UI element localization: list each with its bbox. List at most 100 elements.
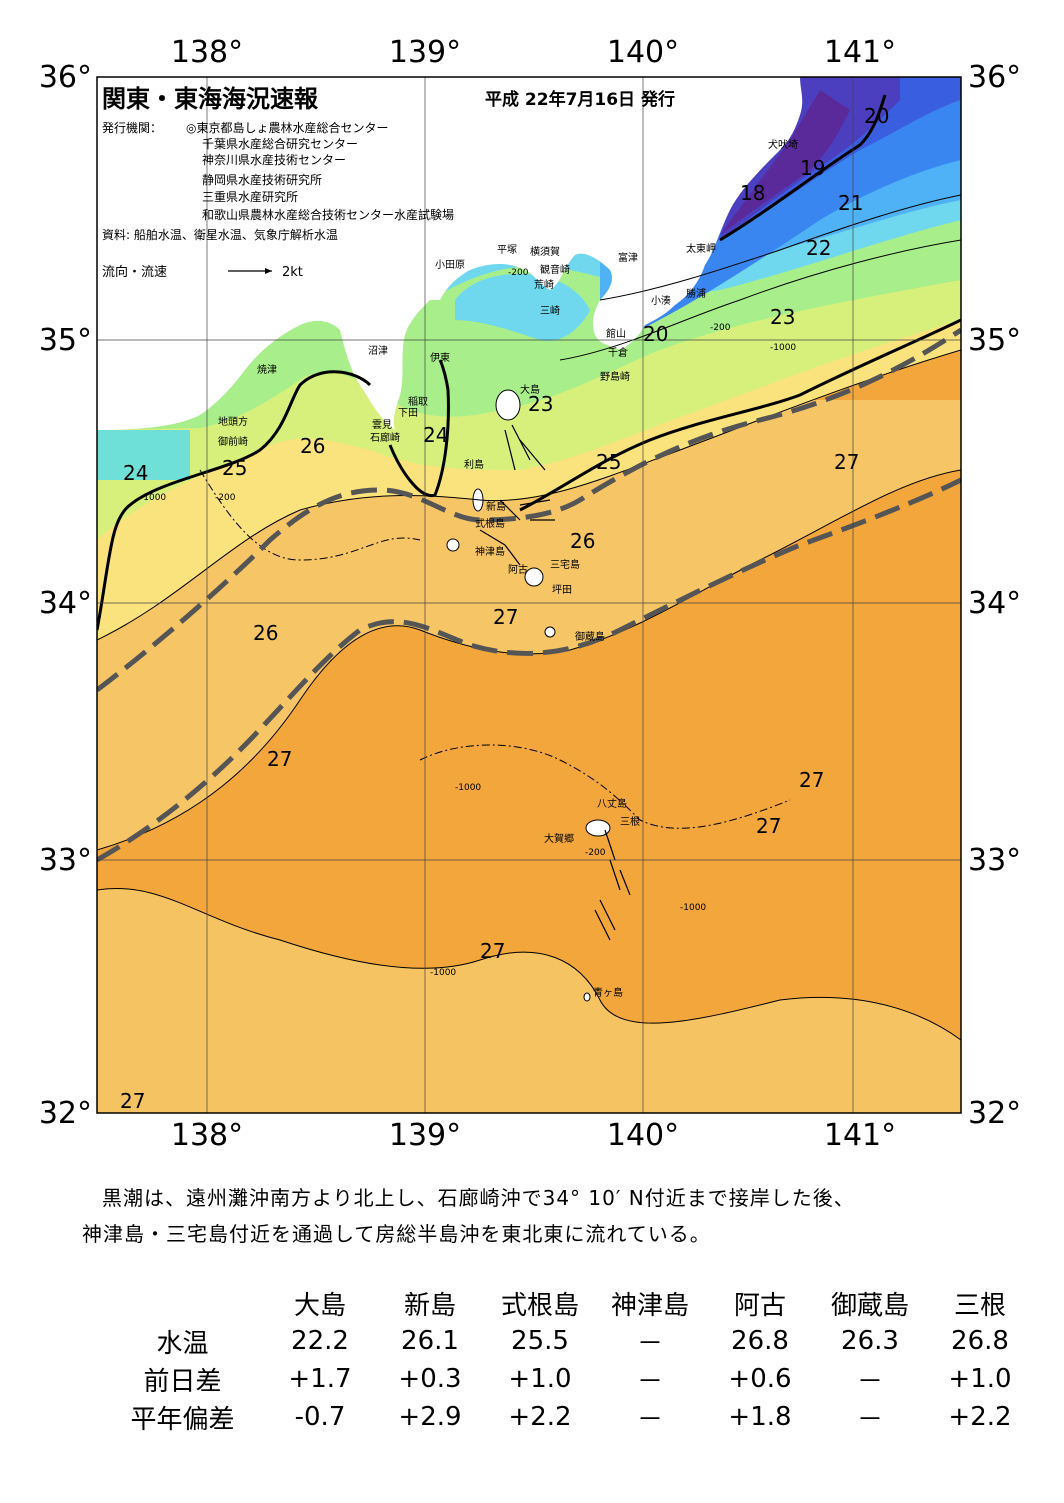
- table-cell: 22.2: [291, 1326, 349, 1356]
- isotherm-label: 25: [222, 456, 247, 480]
- column-header: 式根島: [500, 1290, 579, 1321]
- isotherm-label: 23: [770, 305, 795, 329]
- place-name: 横須賀: [530, 245, 560, 258]
- place-name: 小田原: [435, 259, 465, 271]
- isotherm-label: 27: [756, 814, 781, 838]
- lat-label: 36°: [968, 60, 1021, 95]
- isotherm-label: 27: [493, 605, 518, 629]
- table-header-row: 大島 新島 式根島 神津島 阿古 御蔵島 三根: [100, 1284, 1035, 1322]
- lat-label: 32°: [968, 1096, 1021, 1131]
- lon-label: 138°: [171, 35, 243, 70]
- table-cell: +1.7: [288, 1364, 352, 1394]
- table-cell: －: [856, 1404, 883, 1435]
- place-name: 式根島: [475, 517, 505, 530]
- lon-label: 141°: [824, 35, 896, 70]
- isotherm-label: 23: [528, 392, 553, 416]
- isotherm-label: 26: [253, 621, 278, 645]
- table-cell: -0.7: [294, 1402, 346, 1432]
- place-name: 焼津: [257, 364, 277, 376]
- place-name: 大賀郷: [544, 832, 574, 845]
- flow-legend-value: 2kt: [282, 265, 303, 280]
- table-cell: 26.8: [731, 1326, 789, 1356]
- depth-label: -1000: [455, 783, 481, 793]
- lon-label: 140°: [607, 1118, 679, 1150]
- table-cell: 26.3: [841, 1326, 899, 1356]
- depth-label: -1000: [140, 493, 166, 503]
- place-name: 荒崎: [534, 278, 554, 291]
- place-name: 雲見: [372, 419, 392, 431]
- row-label: 平年偏差: [130, 1404, 235, 1435]
- publisher: ◎東京都島しょ農林水産総合センター: [186, 120, 388, 135]
- land-izu: [97, 77, 430, 430]
- place-name: 三崎: [540, 304, 560, 317]
- place-name: 小湊: [651, 294, 671, 307]
- isotherm-label: 27: [267, 747, 292, 771]
- lat-label: 33°: [968, 843, 1021, 878]
- publisher-label: 発行機関：: [102, 120, 162, 135]
- isotherm-label: 24: [423, 423, 448, 447]
- isotherm-label: 27: [120, 1089, 145, 1113]
- isotherm-label: 19: [800, 156, 825, 180]
- table-cell: －: [636, 1404, 663, 1435]
- island-aogashima: [583, 992, 591, 1002]
- kuroshio-axis-mid: [97, 477, 961, 863]
- isotherm-label: 21: [838, 191, 863, 215]
- lon-label: 139°: [389, 35, 461, 70]
- table-cell: －: [636, 1328, 663, 1359]
- isotherm-label: 20: [864, 104, 889, 128]
- depth-label: -1000: [770, 343, 796, 353]
- depth-label: -200: [710, 323, 731, 333]
- lat-label: 34°: [39, 586, 92, 621]
- place-name: 青ヶ島: [593, 986, 623, 999]
- lon-label: 138°: [171, 1118, 243, 1150]
- place-name: 沼津: [368, 344, 388, 357]
- place-name: 伊東: [430, 351, 450, 364]
- lat-label: 32°: [39, 1096, 92, 1131]
- publisher: 静岡県水産技術研究所: [202, 172, 322, 187]
- column-header: 新島: [403, 1290, 456, 1321]
- place-name: 太東岬: [686, 242, 716, 255]
- island-oshima: [495, 389, 521, 421]
- place-name: 稲取: [408, 396, 428, 408]
- place-name: 新島: [486, 500, 506, 513]
- depth-label: -200: [508, 268, 529, 278]
- current-vectors: [479, 424, 631, 941]
- column-header: 御蔵島: [830, 1290, 909, 1321]
- place-names: 犬吠埼 太東岬 勝浦 小湊 富津 館山 千倉 野島崎 横須賀 観音崎 荒崎 三崎…: [218, 138, 798, 999]
- sea-temperature-map: 138° 139° 140° 141° 138° 139° 140° 141° …: [39, 35, 1021, 1150]
- table-cell: +1.8: [728, 1402, 792, 1432]
- summary-text: 黒潮は、遠州灘沖南方より北上し、石廊崎沖で34° 10′ N付近まで接岸した後、…: [82, 1180, 1002, 1252]
- place-name: 富津: [618, 251, 638, 264]
- land-kanto: [430, 77, 803, 350]
- lat-labels-right: 36° 35° 34° 33° 32°: [968, 60, 1021, 1131]
- place-name: 石廊崎: [370, 431, 400, 444]
- isotherm-label: 20: [643, 322, 668, 346]
- column-header: 大島: [293, 1290, 346, 1321]
- place-name: 野島崎: [600, 370, 630, 383]
- table-cell: 26.8: [951, 1326, 1009, 1356]
- place-name: 勝浦: [686, 287, 706, 300]
- row-label: 前日差: [143, 1366, 222, 1397]
- lon-label: 139°: [389, 1118, 461, 1150]
- publisher: 和歌山県農林水産総合技術センター水産試験場: [202, 207, 454, 222]
- isotherm-label: 24: [123, 461, 148, 485]
- table-cell: －: [856, 1366, 883, 1397]
- column-header: 三根: [953, 1290, 1006, 1321]
- table-cell: +2.9: [398, 1402, 462, 1432]
- place-name: 利島: [464, 458, 484, 471]
- issue-date: 平成 22年7月16日 発行: [485, 89, 675, 110]
- table-cell: +0.6: [728, 1364, 792, 1394]
- lon-labels-top: 138° 139° 140° 141°: [171, 35, 896, 70]
- publisher: 千葉県水産総合研究センター: [202, 136, 358, 151]
- place-name: 三宅島: [550, 558, 580, 571]
- place-name: 神津島: [475, 545, 505, 558]
- table-cell: +0.3: [398, 1364, 462, 1394]
- table-cell: +2.2: [508, 1402, 572, 1432]
- table-cell: 26.1: [401, 1326, 459, 1356]
- table-cell: +1.0: [508, 1364, 572, 1394]
- publisher: 神奈川県水産技術センター: [202, 152, 346, 167]
- island-miyakejima: [524, 567, 544, 587]
- lat-label: 35°: [39, 323, 92, 358]
- isotherm-labels: 20 19 18 21 22 23 20 23 24 24 25 26 25 2…: [120, 104, 889, 1113]
- place-name: 八丈島: [597, 797, 627, 810]
